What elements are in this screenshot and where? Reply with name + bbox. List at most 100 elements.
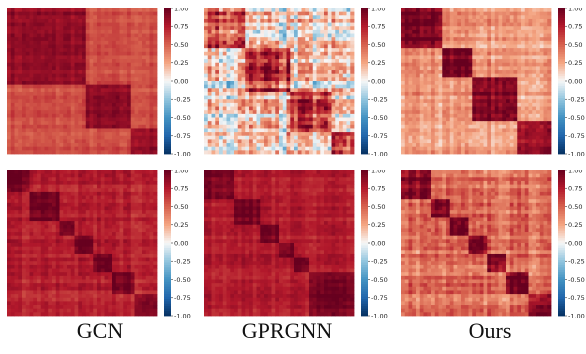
heatmap-cell [7, 102, 12, 107]
heatmap-cell [241, 128, 246, 133]
heatmap-cell [419, 51, 424, 56]
heatmap-cell [282, 81, 287, 86]
heatmap-cell [10, 26, 15, 31]
heatmap-cell [222, 150, 227, 155]
heatmap-cell [350, 135, 355, 140]
heatmap-cell [316, 113, 321, 118]
heatmap-cell [464, 132, 469, 137]
heatmap-cell [335, 146, 340, 151]
heatmap-cell [509, 143, 514, 148]
heatmap-cell [267, 143, 272, 148]
heatmap-cell [434, 77, 439, 82]
heatmap-cell [82, 15, 87, 20]
heatmap-cell [320, 124, 325, 129]
heatmap-cell [70, 11, 75, 16]
heatmap-cell [528, 91, 533, 96]
heatmap-cell [502, 128, 507, 133]
heatmap-cell [97, 29, 102, 34]
heatmap-cell [7, 15, 12, 20]
heatmap-cell [237, 150, 242, 155]
heatmap-cell [82, 95, 87, 100]
heatmap-cell [245, 99, 250, 104]
heatmap-cell [412, 91, 417, 96]
heatmap-cell [215, 62, 220, 67]
heatmap-cell [211, 70, 216, 75]
colorbar-segment [361, 85, 368, 89]
heatmap-cell [401, 55, 406, 60]
heatmap-cell [207, 84, 212, 89]
heatmap-cell [539, 91, 544, 96]
heatmap-cell [401, 8, 406, 13]
heatmap-cell [294, 84, 299, 89]
heatmap-cell [408, 102, 413, 107]
heatmap-cell [479, 143, 484, 148]
heatmap-cell [350, 150, 355, 155]
heatmap-cell [37, 143, 42, 148]
heatmap-cell [491, 99, 496, 104]
heatmap-cell [123, 139, 128, 144]
heatmap-cell [115, 29, 120, 34]
heatmap-cell [290, 135, 295, 140]
heatmap-cell [416, 124, 421, 129]
heatmap-cell [74, 51, 79, 56]
heatmap-cell [55, 66, 60, 71]
heatmap-cell [93, 66, 98, 71]
heatmap-cell [502, 132, 507, 137]
heatmap-cell [70, 73, 75, 78]
heatmap-cell [153, 143, 158, 148]
heatmap-cell [532, 18, 537, 23]
heatmap-cell [40, 121, 45, 126]
heatmap-cell [449, 26, 454, 31]
heatmap-cell [312, 40, 317, 45]
heatmap-cell [320, 84, 325, 89]
heatmap-cell [294, 88, 299, 93]
heatmap-cell [230, 29, 235, 34]
heatmap-cell [472, 40, 477, 45]
heatmap-cell [342, 37, 347, 42]
heatmap-cell [438, 26, 443, 31]
heatmap-cell [494, 143, 499, 148]
heatmap-cell [85, 146, 90, 151]
heatmap-cell [309, 135, 314, 140]
heatmap-cell [431, 91, 436, 96]
heatmap-cell [453, 55, 458, 60]
heatmap-cell [412, 48, 417, 53]
colorbar-segment [558, 71, 565, 75]
heatmap-cell [513, 117, 518, 122]
heatmap-cell [434, 91, 439, 96]
heatmap-cell [112, 44, 117, 49]
heatmap-cell [100, 33, 105, 38]
heatmap-cell [145, 110, 150, 115]
heatmap-cell [267, 40, 272, 45]
heatmap-cell [412, 29, 417, 34]
heatmap-cell [509, 95, 514, 100]
heatmap-cell [22, 88, 27, 93]
heatmap-cell [498, 37, 503, 42]
heatmap-cell [271, 110, 276, 115]
heatmap-cell [264, 11, 269, 16]
heatmap-cell [346, 135, 351, 140]
heatmap-cell [82, 124, 87, 129]
heatmap-cell [7, 117, 12, 122]
heatmap-cell [130, 128, 135, 133]
heatmap-cell [97, 77, 102, 82]
heatmap-cell [342, 139, 347, 144]
heatmap-cell [479, 77, 484, 82]
heatmap-cell [543, 26, 548, 31]
heatmap-cell [320, 110, 325, 115]
heatmap-cell [149, 11, 154, 16]
heatmap-cell [234, 99, 239, 104]
heatmap-cell [472, 22, 477, 27]
heatmap-cell [346, 33, 351, 38]
heatmap-cell [207, 143, 212, 148]
heatmap-cell [290, 106, 295, 111]
heatmap-cell [74, 146, 79, 151]
heatmap-cell [316, 62, 321, 67]
heatmap-cell [543, 40, 548, 45]
heatmap-cell [335, 88, 340, 93]
heatmap-cell [449, 121, 454, 126]
heatmap-cell [502, 70, 507, 75]
heatmap-gprgnn-top: 1.00 0.75 0.50 0.25 0.00 -0.25 -0.50 -0.75 -1.00 [204, 8, 389, 156]
heatmap-cell [476, 51, 481, 56]
heatmap-cell [100, 37, 105, 42]
